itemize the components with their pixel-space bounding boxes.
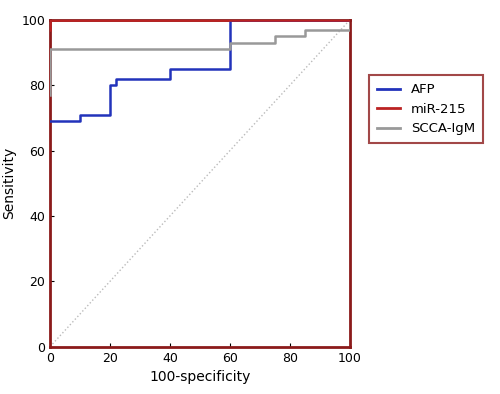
Y-axis label: Sensitivity: Sensitivity [2, 147, 16, 219]
X-axis label: 100-specificity: 100-specificity [150, 370, 250, 384]
Legend: AFP, miR-215, SCCA-IgM: AFP, miR-215, SCCA-IgM [368, 75, 483, 143]
